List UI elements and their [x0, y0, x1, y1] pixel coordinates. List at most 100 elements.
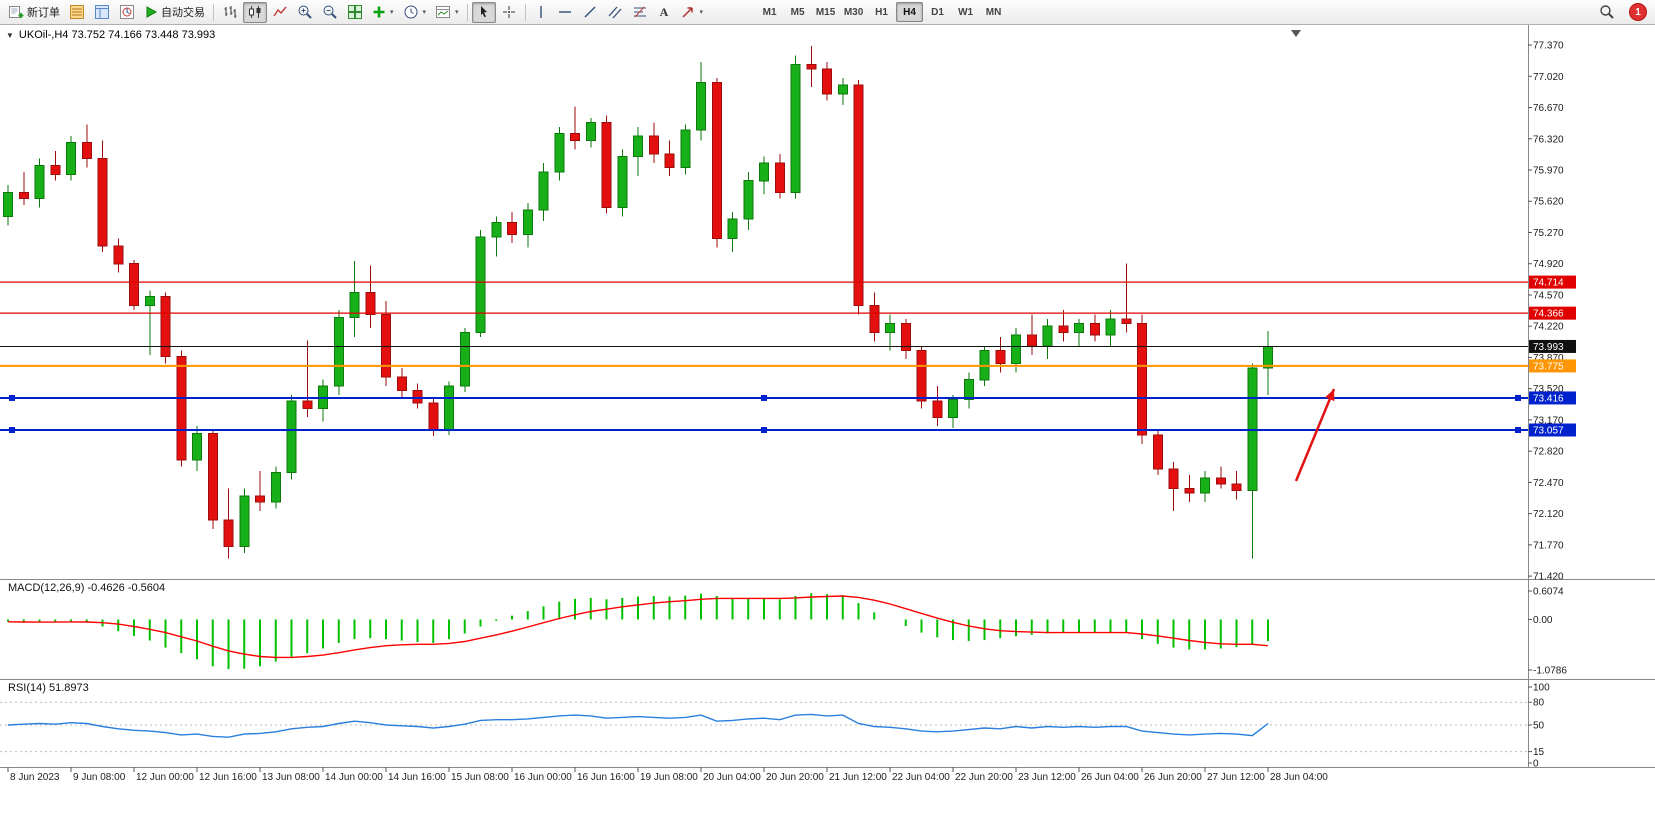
fibonacci-button[interactable] — [628, 2, 652, 23]
svg-text:80: 80 — [1533, 698, 1545, 709]
svg-text:22 Jun 04:00: 22 Jun 04:00 — [892, 772, 950, 783]
timeframe-m5-button[interactable]: M5 — [784, 2, 811, 22]
line-chart-button[interactable] — [268, 2, 292, 23]
rsi-line — [7, 713, 1269, 738]
market-watch-button[interactable] — [65, 2, 89, 23]
horizontal-line-icon — [557, 5, 573, 19]
rsi-label: RSI(14) 51.8973 — [8, 682, 89, 694]
indicators-button[interactable]: ▾ — [368, 2, 398, 23]
text-button[interactable]: A — [653, 2, 675, 23]
timeframe-d1-button[interactable]: D1 — [924, 2, 951, 22]
chart-title-text: UKOil-,H4 73.752 74.166 73.448 73.993 — [18, 29, 216, 41]
text-icon: A — [657, 4, 671, 20]
clock-icon — [403, 4, 419, 20]
bar-chart-button[interactable] — [218, 2, 242, 23]
line-chart-icon — [272, 4, 288, 20]
horizontal-line-button[interactable] — [553, 2, 577, 23]
rsi-panel[interactable]: 100 80 50 150 — [0, 683, 1550, 770]
svg-text:77.020: 77.020 — [1533, 72, 1564, 83]
line-handle — [761, 426, 767, 433]
chevron-down-icon: ▾ — [390, 9, 394, 16]
tile-windows-icon — [347, 4, 363, 20]
svg-text:22 Jun 20:00: 22 Jun 20:00 — [955, 772, 1013, 783]
vertical-line-button[interactable] — [530, 2, 552, 23]
trendline-button[interactable] — [578, 2, 602, 23]
autotrading-label: 自动交易 — [161, 7, 205, 19]
svg-text:16 Jun 16:00: 16 Jun 16:00 — [577, 772, 635, 783]
search-icon — [1599, 4, 1615, 20]
horizontal-line-74.366[interactable]: 74.366 — [0, 306, 1576, 320]
svg-text:14 Jun 00:00: 14 Jun 00:00 — [325, 772, 383, 783]
zoom-in-button[interactable] — [293, 2, 317, 23]
arrows-button[interactable]: ▾ — [676, 2, 708, 23]
search-button[interactable] — [1595, 2, 1619, 23]
new-order-button[interactable]: 新订单 — [4, 2, 64, 23]
timeframe-h1-button[interactable]: H1 — [868, 2, 895, 22]
svg-text:74.366: 74.366 — [1533, 309, 1564, 320]
trendline-icon — [582, 4, 598, 20]
chart-canvas[interactable]: 77.370 77.020 76.670 76.320 75.970 75.620 75.2… — [0, 25, 1655, 830]
line-handle — [9, 394, 15, 401]
horizontal-line-73.775[interactable]: 73.775 — [0, 359, 1576, 373]
data-window-icon — [94, 4, 110, 20]
horizontal-line-73.057[interactable]: 73.057 — [0, 423, 1576, 437]
line-handle — [1515, 426, 1521, 433]
candlestick-chart-button[interactable] — [243, 1, 267, 23]
chart-menu-icon[interactable]: ▼ — [6, 30, 14, 40]
crosshair-button[interactable] — [497, 2, 521, 23]
cursor-button[interactable] — [471, 1, 496, 23]
timeframe-group: M1 M5 M15 M30 H1 H4 D1 W1 MN — [756, 2, 1007, 22]
svg-text:76.670: 76.670 — [1533, 103, 1564, 114]
equidistant-channel-icon — [607, 4, 623, 20]
chevron-down-icon: ▾ — [455, 9, 459, 16]
cursor-icon — [476, 4, 492, 20]
chart-window: 77.370 77.020 76.670 76.320 75.970 75.620 75.2… — [0, 25, 1655, 830]
horizontal-line-74.714[interactable]: 74.714 — [0, 275, 1576, 289]
templates-button[interactable]: ▾ — [431, 2, 463, 23]
svg-text:75.620: 75.620 — [1533, 197, 1564, 208]
svg-text:19 Jun 08:00: 19 Jun 08:00 — [640, 772, 698, 783]
macd-label: MACD(12,26,9) -0.4626 -0.5604 — [8, 582, 166, 594]
timeframe-m30-button[interactable]: M30 — [840, 2, 867, 22]
navigator-button[interactable] — [115, 2, 139, 23]
svg-text:74.714: 74.714 — [1533, 278, 1564, 289]
svg-text:12 Jun 00:00: 12 Jun 00:00 — [136, 772, 194, 783]
timeframe-mn-button[interactable]: MN — [980, 2, 1007, 22]
equidistant-channel-button[interactable] — [603, 2, 627, 23]
data-window-button[interactable] — [90, 2, 114, 23]
svg-text:0.6074: 0.6074 — [1533, 587, 1564, 598]
chart-frame — [0, 25, 1655, 768]
candles-layer[interactable] — [3, 45, 1273, 559]
svg-text:73.993: 73.993 — [1533, 342, 1564, 353]
arrow-annotation[interactable] — [1294, 388, 1336, 482]
svg-text:76.320: 76.320 — [1533, 134, 1564, 145]
new-order-label: 新订单 — [27, 7, 60, 19]
timeframe-m15-button[interactable]: M15 — [812, 2, 839, 22]
svg-text:73.057: 73.057 — [1533, 425, 1564, 436]
svg-text:71.770: 71.770 — [1533, 540, 1564, 551]
price-axis[interactable]: 77.370 77.020 76.670 76.320 75.970 75.620 75.2… — [1528, 41, 1564, 583]
svg-text:15: 15 — [1533, 747, 1545, 758]
timeframe-w1-button[interactable]: W1 — [952, 2, 979, 22]
svg-text:0: 0 — [1533, 759, 1539, 770]
svg-text:74.920: 74.920 — [1533, 259, 1564, 270]
timeframe-h4-button[interactable]: H4 — [896, 2, 924, 22]
timeframe-m1-button[interactable]: M1 — [756, 2, 783, 22]
svg-text:73.170: 73.170 — [1533, 415, 1564, 426]
tile-windows-button[interactable] — [343, 2, 367, 23]
time-axis[interactable]: 8 Jun 2023 9 Jun 08:00 12 Jun 00:00 12 Jun … — [7, 767, 1328, 783]
svg-text:73.870: 73.870 — [1533, 353, 1564, 364]
arrows-icon — [680, 4, 696, 20]
zoom-in-icon — [297, 4, 313, 20]
navigator-icon — [119, 4, 135, 20]
svg-text:72.120: 72.120 — [1533, 509, 1564, 520]
chevron-down-icon: ▾ — [422, 9, 427, 16]
autotrading-button[interactable]: 自动交易 — [140, 2, 209, 23]
periods-button[interactable]: ▾ — [399, 2, 431, 23]
macd-panel[interactable]: 0.6074 0.00 -1.0786 — [7, 587, 1567, 677]
horizontal-line-73.993[interactable]: 73.993 — [0, 339, 1576, 353]
notification-badge[interactable]: 1 — [1629, 3, 1647, 21]
horizontal-line-73.416[interactable]: 73.416 — [0, 391, 1576, 405]
zoom-out-button[interactable] — [318, 2, 342, 23]
line-handle — [761, 394, 767, 401]
